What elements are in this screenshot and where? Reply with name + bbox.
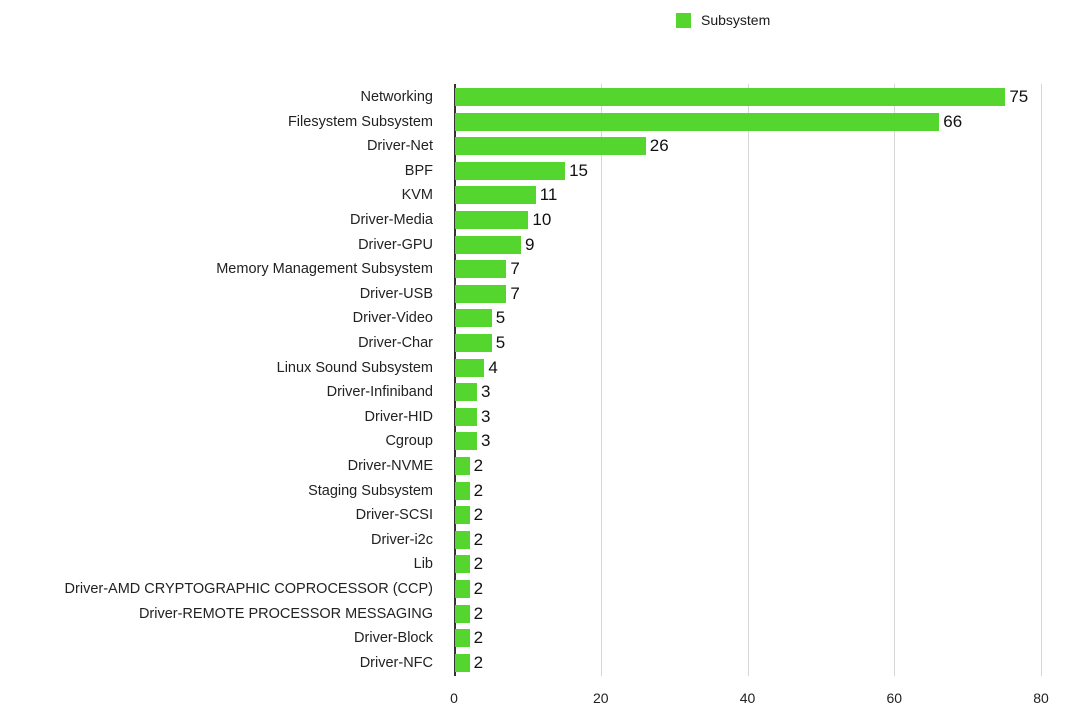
- data-label: 3: [481, 382, 491, 402]
- data-label: 9: [525, 234, 535, 254]
- bar: [455, 186, 536, 205]
- category-label: Driver-Video: [352, 310, 433, 327]
- category-label: BPF: [404, 162, 433, 179]
- x-tick-label: 60: [886, 690, 903, 706]
- category-label: Lib: [413, 556, 433, 573]
- category-label: Staging Subsystem: [308, 482, 433, 499]
- data-label: 2: [473, 628, 484, 648]
- data-label: 2: [473, 652, 484, 672]
- category-label: KVM: [401, 187, 433, 204]
- x-tick-label: 40: [739, 690, 756, 706]
- category-label: Filesystem Subsystem: [287, 113, 433, 130]
- category-label: Driver-SCSI: [355, 507, 433, 524]
- data-label: 2: [473, 603, 484, 623]
- bar: [455, 260, 507, 279]
- bar: [455, 653, 470, 672]
- data-label: 2: [473, 529, 484, 549]
- category-label: Driver-Block: [354, 630, 433, 647]
- bar: [455, 137, 646, 156]
- x-tick-label: 0: [450, 690, 458, 706]
- data-label: 75: [1009, 87, 1029, 106]
- bar: [455, 112, 940, 131]
- bar: [455, 161, 566, 180]
- category-label: Driver-REMOTE PROCESSOR MESSAGING: [138, 605, 433, 622]
- gridline: [600, 84, 602, 676]
- bar: [455, 629, 470, 648]
- x-tick-label: 20: [592, 690, 609, 706]
- category-label: Driver-Media: [350, 212, 433, 228]
- gridline: [1041, 84, 1042, 676]
- x-tick-label: 80: [1033, 690, 1049, 706]
- data-label: 2: [473, 554, 484, 574]
- category-label: Cgroup: [385, 433, 433, 450]
- bar: [455, 309, 492, 328]
- category-label: Driver-Char: [358, 335, 433, 351]
- bar: [455, 432, 477, 451]
- plot-area: 75 66 26 15 11 10 9 7 7 5 5 4 3 3 3 2 2 2 2 2 2 2 2 2: [454, 84, 1054, 676]
- data-label: 2: [473, 505, 484, 525]
- data-label: 3: [481, 431, 491, 451]
- data-label: 2: [473, 579, 484, 598]
- category-label: Driver-HID: [364, 408, 433, 425]
- category-label: Networking: [360, 89, 433, 105]
- category-label: Driver-AMD CRYPTOGRAPHIC COPROCESSOR (CC…: [64, 581, 433, 597]
- data-label: 5: [495, 333, 506, 352]
- data-label: 11: [539, 185, 558, 205]
- data-label: 3: [481, 406, 491, 426]
- bar: [455, 334, 492, 352]
- data-label: 10: [532, 210, 552, 229]
- category-label: Driver-NFC: [359, 654, 433, 671]
- data-label: 26: [649, 136, 669, 156]
- category-label: Driver-GPU: [358, 236, 433, 253]
- category-label: Linux Sound Subsystem: [276, 359, 433, 376]
- bar: [455, 555, 470, 574]
- bar: [455, 457, 470, 475]
- data-label: 15: [569, 160, 588, 180]
- data-label: 66: [943, 111, 963, 131]
- bar: [455, 211, 529, 229]
- category-label: Driver-Net: [366, 138, 433, 155]
- bar: [455, 506, 470, 525]
- bar: [455, 88, 1006, 106]
- data-label: 4: [488, 357, 498, 377]
- legend-label: Subsystem: [701, 12, 771, 28]
- bar: [455, 284, 507, 303]
- data-label: 2: [473, 456, 484, 475]
- gridline: [747, 84, 749, 676]
- gridline: [894, 84, 896, 676]
- category-label: Driver-Infiniband: [326, 384, 433, 401]
- y-axis-line: [454, 84, 456, 676]
- bar: [455, 604, 470, 623]
- bar: [455, 580, 470, 598]
- data-label: 7: [510, 283, 520, 303]
- legend-swatch: [676, 12, 691, 28]
- chart-legend: Subsystem: [676, 12, 770, 28]
- data-label: 2: [473, 480, 484, 500]
- bar: [455, 383, 477, 402]
- bar: [455, 481, 470, 500]
- data-label: 7: [510, 259, 520, 279]
- bar: [455, 235, 522, 254]
- category-label: Driver-i2c: [370, 531, 433, 548]
- category-label: Driver-NVME: [347, 458, 433, 474]
- bar: [455, 407, 477, 426]
- bar: [455, 358, 485, 377]
- category-label: Memory Management Subsystem: [216, 261, 433, 278]
- bar: [455, 530, 470, 549]
- category-label: Driver-USB: [359, 285, 433, 302]
- data-label: 5: [495, 308, 506, 328]
